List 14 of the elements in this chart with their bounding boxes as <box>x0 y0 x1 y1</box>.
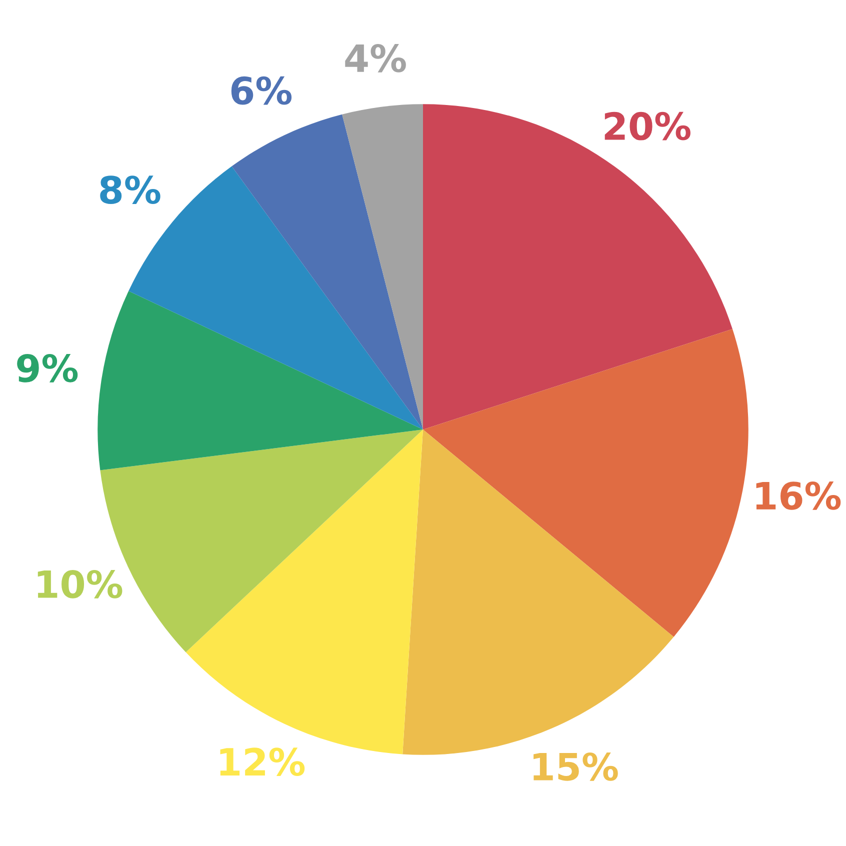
pie-slice <box>232 114 423 430</box>
data-label: 10% <box>38 570 122 598</box>
data-label: 8% <box>100 176 160 204</box>
data-label: 16% <box>756 482 841 510</box>
data-label: 20% <box>604 112 690 140</box>
pie-slice <box>423 328 748 637</box>
pie-slice <box>98 290 423 470</box>
data-label: 15% <box>534 752 618 781</box>
pie-slice <box>423 104 732 430</box>
data-label: 12% <box>220 748 305 776</box>
data-label: 4% <box>345 44 406 72</box>
data-label: 9% <box>17 354 78 382</box>
pie-slice <box>342 104 423 430</box>
data-label: 6% <box>231 76 292 105</box>
